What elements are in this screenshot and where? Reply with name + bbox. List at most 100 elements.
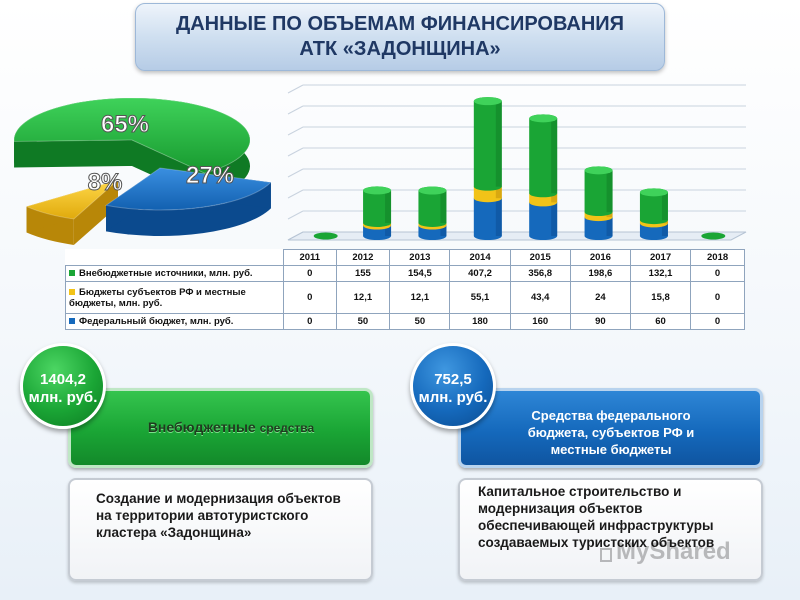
table-cell: 132,1	[629, 265, 692, 282]
year-cell: 2018	[690, 249, 745, 266]
pie-slice	[104, 167, 272, 211]
bar-shade	[495, 186, 502, 199]
bar-shade	[495, 198, 502, 236]
pie-slice-side	[106, 182, 271, 236]
grid-line	[287, 126, 304, 136]
watermark-icon	[600, 548, 612, 562]
bar-segment	[584, 166, 613, 217]
bar-segment	[639, 188, 668, 225]
bar-shade	[661, 192, 668, 221]
table-cell: 0	[283, 281, 337, 314]
title-line-2: АТК «ЗАДОНЩИНА»	[299, 38, 501, 60]
blue-swatch	[69, 318, 75, 325]
table-cell: 60	[629, 313, 692, 330]
bar-shade	[440, 190, 447, 223]
table-cell: 0	[690, 281, 745, 314]
pie-label: 8%	[88, 169, 123, 196]
bar-shade	[385, 225, 392, 236]
bar-segment	[529, 198, 558, 240]
table-cell: 356,8	[509, 265, 571, 282]
table-cell: 24	[569, 281, 631, 314]
pie-chart: 65% 8% 27%	[13, 97, 272, 245]
table-header-row: 2011 2012 2013 2014 2015 2016 2017 2018	[65, 249, 745, 266]
data-table: 2011 2012 2013 2014 2015 2016 2017 2018 …	[65, 249, 745, 330]
bar-shade	[606, 217, 613, 236]
extrabudget-amount-badge: 1404,2 млн. руб.	[20, 343, 106, 429]
pie-slice-wall	[14, 140, 132, 168]
bar-shade	[606, 212, 613, 218]
table-cell: 0	[283, 265, 337, 282]
bar-empty-marker	[313, 232, 338, 240]
budget-description: Капитальное строительство и модернизация…	[458, 478, 763, 581]
table-cell: 43,4	[509, 281, 571, 314]
table-cell: 12,1	[389, 281, 451, 314]
grid-line	[287, 84, 304, 94]
bar-empty-marker	[701, 232, 726, 240]
table-row: Бюджеты субъектов РФ и местные бюджеты, …	[65, 281, 745, 314]
title-banner: ДАННЫЕ ПО ОБЪЕМАМ ФИНАНСИРОВАНИЯ АТК «ЗА…	[135, 3, 665, 71]
bar-segment	[363, 186, 392, 227]
year-cell: 2016	[569, 249, 631, 266]
year-cell: 2013	[389, 249, 451, 266]
extrabudget-label: Внебюджетные средства	[147, 419, 315, 435]
bar-segment	[418, 186, 447, 227]
bar-shade	[551, 118, 558, 194]
grid-line	[287, 105, 304, 115]
year-cell: 2017	[629, 249, 692, 266]
table-row: Внебюджетные источники, млн. руб. 0 155 …	[65, 265, 745, 282]
bar-segment	[473, 97, 502, 191]
bar-shade	[551, 193, 558, 203]
table-cell: 0	[283, 313, 337, 330]
bar-top	[584, 166, 613, 175]
table-cell: 198,6	[569, 265, 631, 282]
table-cell: 15,8	[629, 281, 692, 314]
budget-panel: Средства федерального бюджета, субъектов…	[458, 388, 763, 468]
title-line-1: ДАННЫЕ ПО ОБЪЕМАМ ФИНАНСИРОВАНИЯ	[175, 13, 625, 35]
grid-line	[287, 189, 304, 199]
table-cell: 160	[509, 313, 571, 330]
bar-segment	[529, 114, 558, 198]
bar-shade	[440, 225, 447, 236]
table-cell: 50	[389, 313, 451, 330]
bar-top	[639, 188, 668, 197]
table-cell: 154,5	[389, 265, 451, 282]
green-swatch	[69, 270, 75, 277]
bar-shade	[385, 190, 392, 223]
bar-shade	[661, 223, 668, 236]
table-cell: 0	[690, 265, 745, 282]
series-label: Бюджеты субъектов РФ и местные бюджеты, …	[65, 281, 284, 314]
table-cell: 407,2	[449, 265, 511, 282]
series-label: Федеральный бюджет, млн. руб.	[65, 313, 284, 330]
grid-line	[287, 147, 304, 157]
year-cell: 2011	[283, 249, 337, 266]
grid-line	[287, 168, 304, 178]
bar-top	[473, 97, 502, 106]
table-cell: 12,1	[335, 281, 391, 314]
table-cell: 50	[335, 313, 391, 330]
bar-segment	[473, 194, 502, 240]
bar-shade	[606, 170, 613, 213]
series-label: Внебюджетные источники, млн. руб.	[65, 265, 284, 282]
watermark: MyShared	[616, 538, 731, 565]
budget-amount-badge: 752,5 млн. руб.	[410, 343, 496, 429]
table-row: Федеральный бюджет, млн. руб. 0 50 50 18…	[65, 313, 745, 330]
pie-label: 27%	[186, 162, 234, 189]
pie-label: 65%	[101, 111, 149, 138]
grid-line	[287, 210, 304, 220]
budget-label: Средства федерального бюджета, субъектов…	[527, 408, 695, 457]
bar-shade	[551, 202, 558, 236]
pie-slice	[25, 179, 119, 220]
table-cell: 55,1	[449, 281, 511, 314]
table-cell: 155	[335, 265, 391, 282]
extrabudget-panel: Внебюджетные средства	[68, 388, 373, 468]
bar-chart	[287, 84, 747, 241]
bar-top	[529, 114, 558, 123]
bar-shade	[495, 101, 502, 187]
extrabudget-description: Создание и модернизация объектов на терр…	[68, 478, 373, 581]
table-cell: 180	[449, 313, 511, 330]
year-cell: 2014	[449, 249, 511, 266]
year-cell: 2012	[335, 249, 391, 266]
year-cell: 2015	[509, 249, 571, 266]
pie-slice	[13, 97, 251, 174]
bar-top	[418, 186, 447, 195]
